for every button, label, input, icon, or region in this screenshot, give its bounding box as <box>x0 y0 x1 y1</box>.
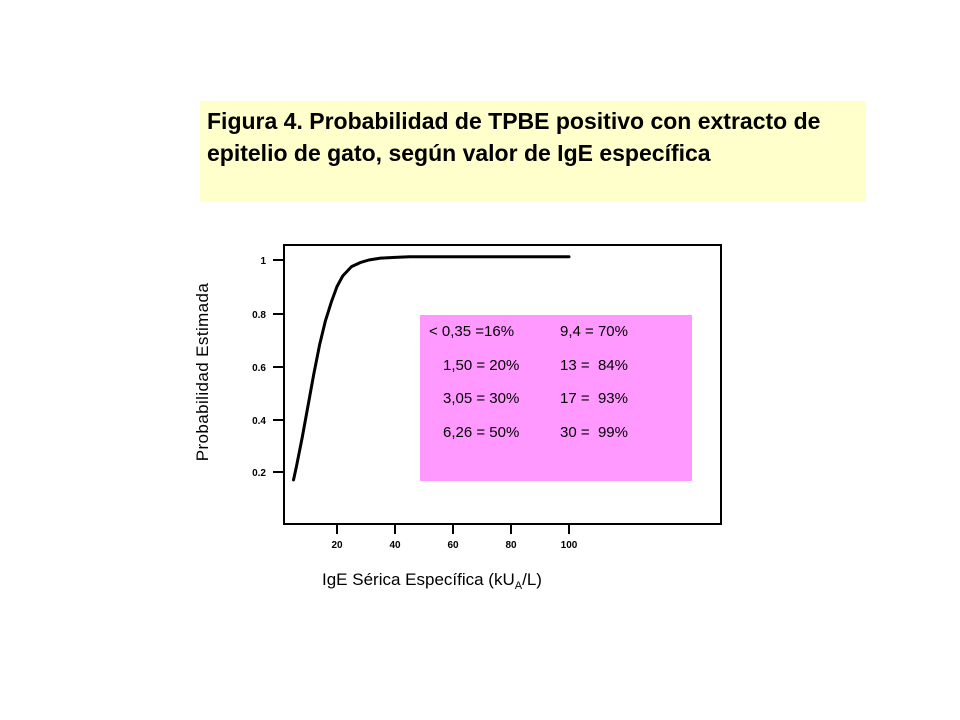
x-tick-label: 60 <box>447 540 459 551</box>
y-tick-label: 0.2 <box>252 468 266 479</box>
annotation-right: 9,4 = 70% <box>560 323 628 340</box>
annotation-row: 6,26 = 50% 30 = 99% <box>420 424 692 444</box>
annotation-row: 3,05 = 30% 17 = 93% <box>420 390 692 410</box>
y-tick-label: 0.4 <box>252 416 266 427</box>
x-axis-label: IgE Sérica Específica (kUA/L) <box>322 570 542 592</box>
annotation-left: 6,26 = 50% <box>443 424 520 441</box>
annotation-right: 17 = 93% <box>560 390 628 407</box>
figure-title: Figura 4. Probabilidad de TPBE positivo … <box>207 108 821 166</box>
x-axis-label-subscript: A <box>514 580 523 592</box>
x-axis-label-main: IgE Sérica Específica (kU <box>322 570 515 589</box>
data-series-line <box>292 255 571 482</box>
y-tick-label: 0.6 <box>252 363 266 374</box>
annotation-left: < 0,35 =16% <box>429 323 515 340</box>
annotation-left: 1,50 = 20% <box>443 357 520 374</box>
annotation-right: 13 = 84% <box>560 357 628 374</box>
annotation-right: 30 = 99% <box>560 424 628 441</box>
x-tick-label: 40 <box>389 540 401 551</box>
annotation-row: < 0,35 =16% 9,4 = 70% <box>420 323 692 343</box>
y-tick-label: 1 <box>260 256 266 267</box>
x-tick-label: 20 <box>331 540 343 551</box>
annotation-row: 1,50 = 20% 13 = 84% <box>420 357 692 377</box>
y-tick-label: 0.8 <box>252 310 266 321</box>
x-tick-label: 80 <box>505 540 517 551</box>
x-axis-label-end: /L) <box>522 570 542 589</box>
annotation-left: 3,05 = 30% <box>443 390 520 407</box>
x-tick-label: 100 <box>561 540 578 551</box>
title-box: Figura 4. Probabilidad de TPBE positivo … <box>200 101 866 202</box>
annotation-box: < 0,35 =16% 9,4 = 70% 1,50 = 20% 13 = 84… <box>420 315 692 481</box>
